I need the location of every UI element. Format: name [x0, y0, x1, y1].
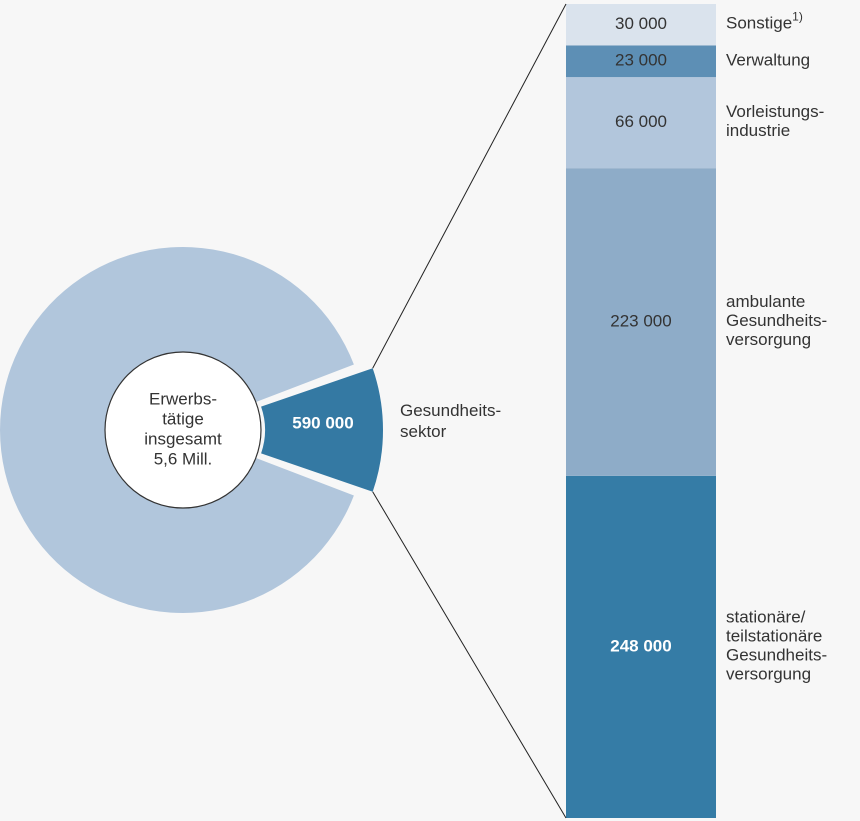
- bar-segment: [566, 168, 716, 476]
- category-label-text: Gesundheits-: [726, 646, 827, 665]
- value-label: 66 000: [615, 112, 667, 131]
- category-label: versorgung: [726, 665, 811, 684]
- center-label: tätige: [162, 409, 204, 428]
- slice-label: sektor: [400, 422, 447, 441]
- category-label: teilstationäre: [726, 627, 822, 646]
- category-label: versorgung: [726, 330, 811, 349]
- center-circle: [104, 351, 262, 509]
- category-label-text: stationäre/: [726, 608, 806, 627]
- center-label: insgesamt: [144, 429, 222, 448]
- category-label: Sonstige1): [726, 10, 803, 33]
- footnote-mark: 1): [792, 10, 803, 24]
- category-label: Verwaltung: [726, 51, 810, 70]
- pie-slice: [261, 368, 384, 492]
- bar-segment: [566, 4, 716, 46]
- category-label-text: versorgung: [726, 330, 811, 349]
- category-label: ambulante: [726, 292, 805, 311]
- category-label-text: Sonstige: [726, 14, 792, 33]
- center-label: Erwerbs-: [149, 389, 217, 408]
- category-label: industrie: [726, 122, 790, 141]
- bar-segment: [566, 475, 716, 818]
- category-label-text: Vorleistungs-: [726, 103, 824, 122]
- category-label-text: ambulante: [726, 292, 805, 311]
- bar-segment: [566, 77, 716, 169]
- category-label-text: teilstationäre: [726, 627, 822, 646]
- slice-label: Gesundheits-: [400, 401, 501, 420]
- bar-segment: [566, 45, 716, 78]
- connector: [372, 3, 567, 369]
- value-label: 248 000: [610, 636, 671, 655]
- category-label-text: industrie: [726, 122, 790, 141]
- category-label: stationäre/: [726, 608, 806, 627]
- category-label: Vorleistungs-: [726, 103, 824, 122]
- category-label-text: Verwaltung: [726, 51, 810, 70]
- value-label: 23 000: [615, 51, 667, 70]
- category-label: Gesundheits-: [726, 646, 827, 665]
- category-label-text: Gesundheits-: [726, 311, 827, 330]
- category-label-text: versorgung: [726, 665, 811, 684]
- category-label: Gesundheits-: [726, 311, 827, 330]
- value-label: 30 000: [615, 14, 667, 33]
- connector: [372, 491, 567, 819]
- total-label: 5,6 Mill.: [154, 449, 213, 468]
- value-label: 223 000: [610, 311, 671, 330]
- slice-value-label: 590 000: [292, 413, 353, 432]
